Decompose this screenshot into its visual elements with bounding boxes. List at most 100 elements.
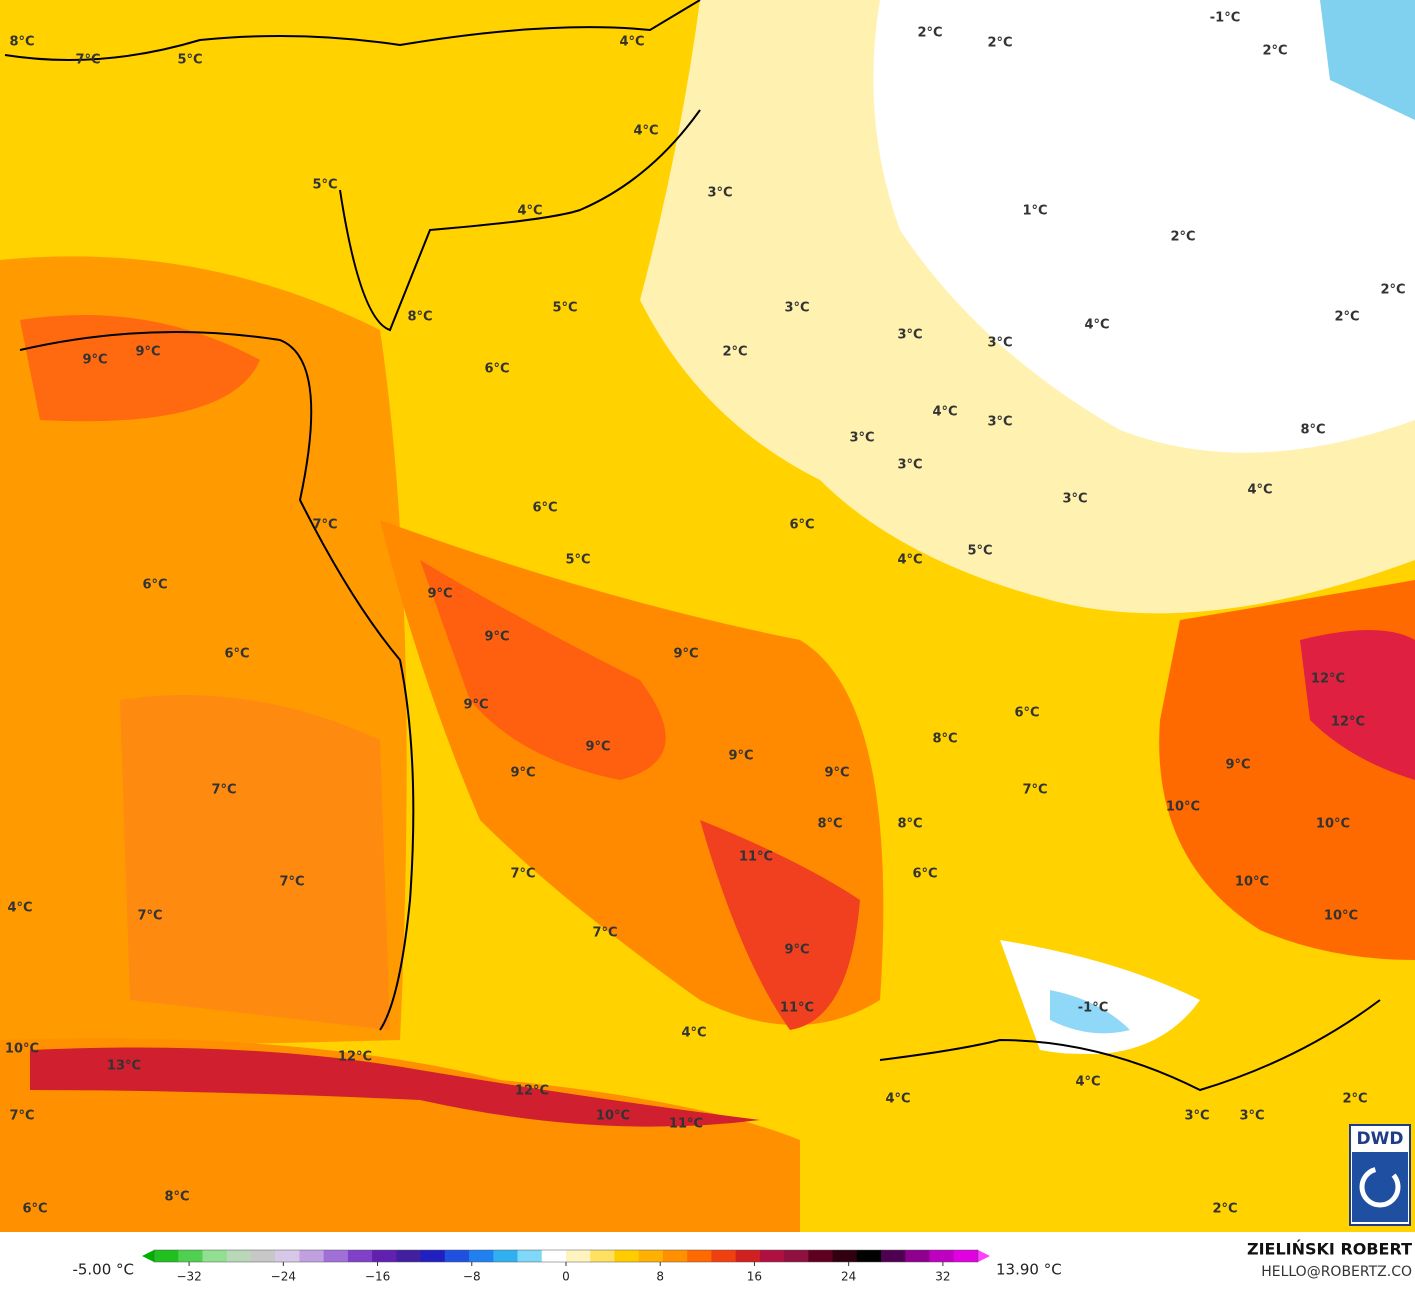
colorbar-tick-label: −32 (176, 1270, 201, 1284)
temperature-label: 4°C (932, 405, 957, 420)
temperature-label: 12°C (515, 1084, 549, 1099)
colorbar-cell (202, 1250, 228, 1262)
temperature-label: 5°C (565, 553, 590, 568)
temperature-label: 6°C (789, 518, 814, 533)
colorbar-cell (614, 1250, 640, 1262)
colorbar-cell (226, 1250, 252, 1262)
colorbar-tick-label: −8 (463, 1270, 481, 1284)
colorbar-cell (832, 1250, 858, 1262)
temperature-label: 5°C (177, 53, 202, 68)
temperature-label: 9°C (82, 353, 107, 368)
temperature-label: 6°C (22, 1202, 47, 1217)
colorbar-cell (347, 1250, 373, 1262)
temperature-labels: 8°C 7°C 5°C 4°C 4°C 5°C 4°C 3°C 2°C 2°C -1°C 2°C 1°C… (5, 11, 1406, 1217)
temperature-label: 1°C (1022, 204, 1047, 219)
colorbar-cell (469, 1250, 494, 1262)
colorbar-tick-label: 8 (656, 1270, 664, 1284)
temperature-label: 8°C (932, 732, 957, 747)
colorbar-cell (541, 1250, 567, 1262)
colorbar-tick-label: −16 (365, 1270, 390, 1284)
temperature-label: 2°C (1342, 1092, 1367, 1107)
colorbar-cell (493, 1250, 519, 1262)
temperature-label: 7°C (510, 867, 535, 882)
temperature-label: 9°C (1225, 758, 1250, 773)
colorbar-cell (250, 1250, 276, 1262)
temperature-label: 3°C (897, 458, 922, 473)
temperature-label: 6°C (224, 647, 249, 662)
temperature-label: 4°C (633, 124, 658, 139)
colorbar-cell (881, 1250, 906, 1262)
temperature-label: 7°C (137, 909, 162, 924)
colorbar-cell (178, 1250, 203, 1262)
colorbar-cell (323, 1250, 349, 1262)
temperature-label: 8°C (817, 817, 842, 832)
temperature-label: 2°C (1262, 44, 1287, 59)
temperature-label: 3°C (1239, 1109, 1264, 1124)
temperature-label: 8°C (897, 817, 922, 832)
temperature-label: 2°C (917, 26, 942, 41)
colorbar-cell (638, 1250, 664, 1262)
temperature-label: 5°C (312, 178, 337, 193)
colorbar-tick-label: 16 (747, 1270, 762, 1284)
temperature-label: 8°C (9, 35, 34, 50)
colorbar: −32 −24 −16 −8 0 8 16 24 32 (142, 1249, 990, 1284)
temperature-label: 3°C (849, 431, 874, 446)
temperature-label: 9°C (510, 766, 535, 781)
temperature-label: 7°C (592, 926, 617, 941)
temperature-label: 9°C (135, 345, 160, 360)
temperature-label: 9°C (728, 749, 753, 764)
temperature-label: 2°C (1334, 310, 1359, 325)
temperature-label: 10°C (596, 1109, 630, 1124)
temperature-label: 3°C (784, 301, 809, 316)
temperature-label: 8°C (407, 310, 432, 325)
colorbar-cell (372, 1250, 397, 1262)
legend-max: 13.90 °C (996, 1261, 1062, 1279)
temperature-label: 4°C (619, 35, 644, 50)
temperature-label: 11°C (780, 1001, 814, 1016)
temperature-label: 7°C (9, 1109, 34, 1124)
temperature-label: 8°C (164, 1190, 189, 1205)
temperature-label: 7°C (211, 783, 236, 798)
temperature-label: 3°C (707, 186, 732, 201)
logo-text: DWD (1357, 1129, 1404, 1149)
colorbar-cell (566, 1250, 591, 1262)
colorbar-cell (905, 1250, 931, 1262)
colorbar-tick-label: 24 (841, 1270, 856, 1284)
colorbar-cell (856, 1250, 882, 1262)
email: HELLO@ROBERTZ.CO (1261, 1264, 1412, 1280)
colorbar-cell (953, 1250, 979, 1262)
temperature-label: 7°C (279, 875, 304, 890)
temperature-label: -1°C (1078, 1001, 1108, 1016)
legend-min: -5.00 °C (72, 1261, 134, 1279)
temperature-label: 6°C (1014, 706, 1039, 721)
temperature-label: 4°C (897, 553, 922, 568)
colorbar-end (142, 1250, 154, 1262)
temperature-label: 2°C (1170, 230, 1195, 245)
colorbar-cell (275, 1250, 300, 1262)
colorbar-cell (444, 1250, 470, 1262)
temperature-label: 10°C (1166, 800, 1200, 815)
temperature-label: 7°C (75, 53, 100, 68)
temperature-label: 9°C (585, 740, 610, 755)
temperature-label: 11°C (669, 1117, 703, 1132)
temperature-label: 12°C (1311, 672, 1345, 687)
temperature-label: 9°C (673, 647, 698, 662)
colorbar-cell (759, 1250, 785, 1262)
temperature-label: 6°C (484, 362, 509, 377)
temperature-label: 5°C (552, 301, 577, 316)
colorbar-end (978, 1250, 990, 1262)
temperature-label: 4°C (1084, 318, 1109, 333)
colorbar-tick-label: −24 (271, 1270, 296, 1284)
temperature-label: 6°C (142, 578, 167, 593)
temperature-label: 6°C (532, 501, 557, 516)
temperature-label: 4°C (517, 204, 542, 219)
temperature-label: 10°C (1316, 817, 1350, 832)
colorbar-cell (590, 1250, 615, 1262)
temperature-label: 13°C (107, 1059, 141, 1074)
temperature-label: 4°C (1247, 483, 1272, 498)
temperature-label: 6°C (912, 867, 937, 882)
map-background (0, 0, 1415, 1232)
temperature-label: 4°C (681, 1026, 706, 1041)
temperature-label: 3°C (987, 336, 1012, 351)
temperature-label: 2°C (987, 36, 1012, 51)
